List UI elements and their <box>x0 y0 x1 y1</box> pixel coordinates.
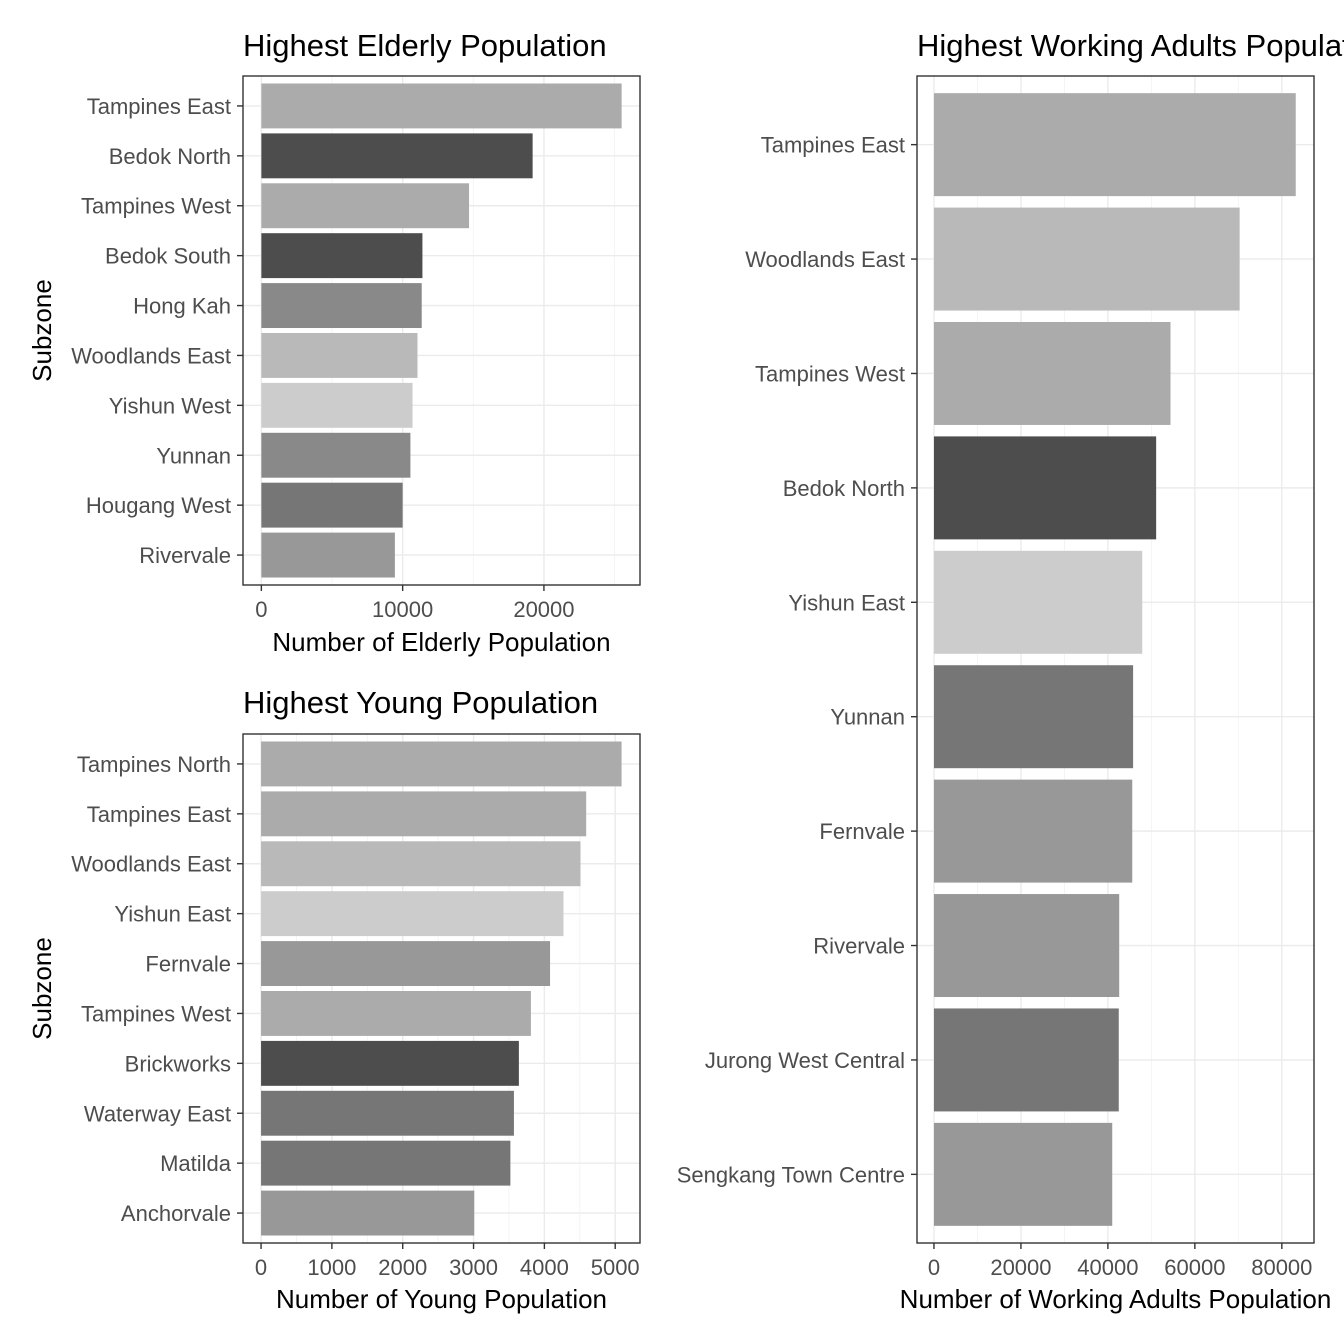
bar-fernvale <box>261 941 551 987</box>
x-tick-label: 5000 <box>591 1255 640 1280</box>
y-tick-label: Tampines East <box>87 94 231 119</box>
x-tick-label: 20000 <box>513 597 574 622</box>
y-tick-label: Fernvale <box>819 819 905 844</box>
bar-sengkang-town-centre <box>933 1122 1113 1226</box>
bar-tampines-east <box>933 93 1296 197</box>
x-tick-label: 10000 <box>372 597 433 622</box>
x-tick-label: 0 <box>928 1255 940 1280</box>
bar-yunnan <box>933 665 1134 769</box>
y-tick-label: Yishun East <box>788 590 905 615</box>
y-tick-label: Sengkang Town Centre <box>677 1162 905 1187</box>
bar-bedok-north <box>261 133 533 179</box>
bar-tampines-north <box>261 741 622 787</box>
bar-matilda <box>261 1140 511 1186</box>
y-tick-label: Rivervale <box>139 543 231 568</box>
x-tick-label: 2000 <box>378 1255 427 1280</box>
x-tick-label: 80000 <box>1251 1255 1312 1280</box>
bar-woodlands-east <box>261 841 581 887</box>
y-tick-label: Waterway East <box>84 1101 231 1126</box>
bar-tampines-west <box>933 321 1171 425</box>
x-tick-label: 4000 <box>520 1255 569 1280</box>
y-tick-label: Tampines West <box>81 1001 231 1026</box>
y-tick-label: Tampines North <box>77 752 231 777</box>
bar-woodlands-east <box>933 207 1240 311</box>
bar-rivervale <box>261 532 395 578</box>
y-tick-label: Jurong West Central <box>705 1048 905 1073</box>
panel-border <box>242 733 641 1244</box>
chart-title: Highest Working Adults Population <box>917 28 1344 63</box>
bar-bedok-north <box>933 436 1157 540</box>
bar-tampines-west <box>261 183 470 229</box>
y-tick-label: Tampines East <box>87 802 231 827</box>
bar-anchorvale <box>261 1190 475 1236</box>
y-tick-label: Bedok North <box>783 476 905 501</box>
panel-border <box>916 75 1315 1244</box>
bar-woodlands-east <box>261 332 418 378</box>
y-tick-label: Matilda <box>160 1151 232 1176</box>
x-axis-title: Number of Elderly Population <box>272 627 610 657</box>
bar-hougang-west <box>261 482 403 528</box>
y-tick-label: Hong Kah <box>133 294 231 319</box>
bar-yishun-west <box>261 382 413 428</box>
bar-tampines-east <box>261 83 622 129</box>
chart-panel-1: Tampines East Bedok North Tampines West Bed… <box>27 28 641 657</box>
y-tick-label: Hougang West <box>86 493 231 518</box>
y-tick-label: Tampines West <box>755 361 905 386</box>
x-tick-label: 3000 <box>449 1255 498 1280</box>
bar-bedok-south <box>261 233 423 279</box>
bar-brickworks <box>261 1040 519 1086</box>
y-tick-label: Woodlands East <box>71 343 231 368</box>
x-tick-label: 0 <box>255 597 267 622</box>
chart-panel-3: Tampines East Woodlands East Tampines West… <box>677 28 1344 1314</box>
y-tick-label: Bedok North <box>109 144 231 169</box>
x-axis-title: Number of Young Population <box>276 1284 607 1314</box>
y-tick-label: Yishun West <box>109 393 231 418</box>
bar-fernvale <box>933 779 1133 883</box>
y-tick-label: Brickworks <box>125 1051 231 1076</box>
y-tick-label: Yunnan <box>156 443 231 468</box>
y-tick-label: Woodlands East <box>745 247 905 272</box>
y-tick-label: Bedok South <box>105 244 231 269</box>
bar-hong-kah <box>261 283 422 329</box>
y-tick-label: Anchorvale <box>121 1201 231 1226</box>
chart-title: Highest Elderly Population <box>243 28 607 63</box>
x-axis-title: Number of Working Adults Population <box>900 1284 1332 1314</box>
bar-yishun-east <box>261 891 564 937</box>
bar-jurong-west-central <box>933 1008 1119 1112</box>
x-tick-label: 0 <box>255 1255 267 1280</box>
bar-rivervale <box>933 894 1120 998</box>
bar-tampines-west <box>261 990 531 1036</box>
bar-waterway-east <box>261 1090 514 1136</box>
x-tick-label: 60000 <box>1164 1255 1225 1280</box>
y-axis-title: Subzone <box>27 279 57 382</box>
chart-title: Highest Young Population <box>243 685 598 720</box>
x-tick-label: 20000 <box>990 1255 1051 1280</box>
bar-yunnan <box>261 432 411 478</box>
x-tick-label: 1000 <box>307 1255 356 1280</box>
y-tick-label: Fernvale <box>145 952 231 977</box>
chart-panel-2: Tampines North Tampines East Woodlands Eas… <box>27 685 641 1314</box>
y-tick-label: Yunnan <box>830 705 905 730</box>
y-tick-label: Rivervale <box>813 934 905 959</box>
bar-yishun-east <box>933 550 1143 654</box>
bar-tampines-east <box>261 791 587 837</box>
y-axis-title: Subzone <box>27 937 57 1040</box>
y-tick-label: Woodlands East <box>71 852 231 877</box>
y-tick-label: Tampines East <box>761 133 905 158</box>
panel-border <box>242 75 641 586</box>
x-tick-label: 40000 <box>1077 1255 1138 1280</box>
y-tick-label: Tampines West <box>81 194 231 219</box>
y-tick-label: Yishun East <box>114 902 231 927</box>
